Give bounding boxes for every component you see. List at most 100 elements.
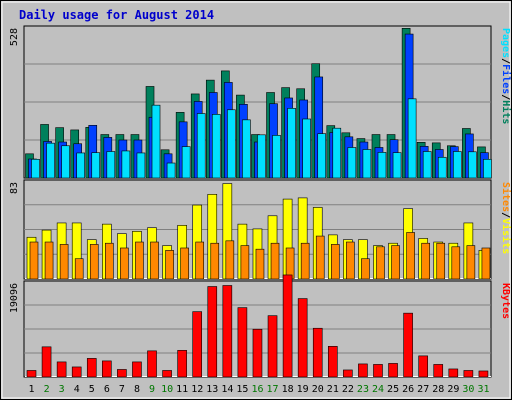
visits-bar-sites-29 (451, 246, 461, 280)
kbytes-bar-22 (343, 369, 353, 378)
x-tick-label-14: 14 (221, 384, 233, 395)
hits-day-17 (266, 92, 281, 179)
x-tick-label-9: 9 (149, 384, 155, 395)
kbytes-day-31 (478, 370, 489, 378)
kbytes-legend-kbytes-0: KBytes (500, 283, 511, 319)
kbytes-day-16 (252, 328, 263, 378)
visits-day-25 (388, 242, 400, 280)
hits-legend-pages-0: Pages (500, 28, 511, 58)
hits-day-10 (160, 149, 176, 179)
visits-legend-separator-1: / (500, 212, 511, 218)
visits-day-8 (132, 230, 144, 280)
kbytes-bar-9 (147, 350, 157, 378)
x-tick-label-19: 19 (297, 384, 309, 395)
visits-day-24 (373, 245, 385, 280)
x-tick-label-8: 8 (134, 384, 140, 395)
hits-bar-pages-6 (106, 151, 116, 179)
x-tick-label-11: 11 (176, 384, 188, 395)
kbytes-bar-3 (56, 361, 67, 378)
hits-day-1 (25, 153, 40, 179)
hits-day-30 (462, 128, 477, 179)
visits-day-7 (117, 233, 129, 280)
hits-day-26 (401, 28, 417, 179)
hits-day-25 (386, 134, 402, 179)
x-tick-label-15: 15 (236, 384, 248, 395)
kbytes-bar-1 (26, 370, 37, 378)
visits-day-12 (192, 204, 205, 280)
visits-day-20 (312, 207, 325, 280)
x-tick-label-17: 17 (267, 384, 279, 395)
kbytes-day-6 (102, 360, 112, 378)
hits-bar-pages-29 (453, 151, 462, 179)
hits-day-18 (281, 87, 296, 179)
kbytes-legend: KBytes (500, 283, 511, 319)
hits-day-28 (431, 142, 447, 179)
hits-bar-pages-15 (242, 119, 251, 179)
visits-bar-sites-26 (406, 232, 415, 280)
kbytes-bar-27 (418, 355, 428, 378)
visits-day-13 (207, 194, 220, 280)
hits-bar-pages-16 (257, 134, 266, 179)
visits-day-26 (403, 208, 415, 280)
kbytes-bar-28 (433, 364, 444, 378)
kbytes-bar-11 (177, 350, 187, 378)
visits-panel: 83 Sites/Visits (9, 179, 512, 280)
visits-bar-sites-27 (421, 242, 430, 280)
visits-bar-sites-24 (376, 246, 385, 280)
kbytes-day-25 (388, 363, 398, 378)
x-tick-label-12: 12 (191, 384, 203, 395)
hits-day-9 (145, 86, 161, 179)
hits-bar-pages-7 (121, 150, 131, 179)
kbytes-day-8 (132, 361, 142, 378)
kbytes-day-29 (448, 368, 459, 378)
hits-bar-pages-24 (377, 152, 387, 179)
kbytes-bar-26 (403, 312, 413, 378)
hits-day-16 (251, 134, 266, 179)
visits-bar-sites-20 (315, 235, 325, 280)
kbytes-day-18 (282, 274, 293, 378)
visits-day-23 (358, 239, 370, 280)
x-tick-label-28: 28 (432, 384, 444, 395)
hits-legend: Pages/Files/Hits (500, 28, 512, 124)
visits-bar-sites-22 (346, 241, 355, 280)
visits-day-21 (327, 234, 340, 280)
visits-day-11 (177, 225, 189, 280)
hits-bar-pages-14 (227, 109, 236, 179)
hits-bar-pages-18 (287, 108, 296, 179)
hits-bar-pages-2 (46, 142, 55, 179)
kbytes-day-21 (327, 346, 338, 378)
visits-day-22 (343, 239, 355, 280)
kbytes-bar-12 (192, 311, 203, 378)
kbytes-day-26 (403, 312, 413, 378)
visits-bar-sites-19 (300, 242, 310, 280)
x-tick-label-13: 13 (206, 384, 218, 395)
hits-bar-pages-28 (437, 156, 447, 179)
hits-legend-files-2: Files (500, 64, 512, 94)
visits-day-2 (41, 229, 54, 280)
visits-bar-sites-7 (120, 247, 129, 280)
x-tick-label-23: 23 (357, 384, 369, 395)
kbytes-bar-7 (117, 369, 127, 378)
kbytes-day-10 (162, 370, 172, 378)
x-tick-label-31: 31 (477, 384, 489, 395)
kbytes-day-14 (222, 285, 233, 378)
kbytes-bar-15 (237, 307, 248, 378)
hits-day-21 (326, 125, 342, 179)
hits-ymax-label: 528 (9, 28, 20, 46)
visits-ymax-label: 83 (9, 182, 20, 194)
kbytes-day-24 (373, 364, 383, 378)
kbytes-day-5 (86, 358, 97, 378)
visits-bar-sites-4 (74, 258, 84, 280)
visits-bar-sites-17 (270, 242, 280, 280)
kbytes-day-1 (26, 370, 37, 378)
kbytes-day-23 (358, 363, 368, 378)
hits-bar-pages-1 (31, 158, 40, 179)
hits-day-8 (130, 134, 146, 179)
visits-bar-sites-2 (44, 241, 54, 280)
kbytes-day-19 (297, 298, 308, 378)
x-tick-label-21: 21 (327, 384, 339, 395)
hits-legend-separator-3: / (500, 94, 511, 100)
hits-panel: 528 Pages/Files/Hits (9, 25, 512, 179)
